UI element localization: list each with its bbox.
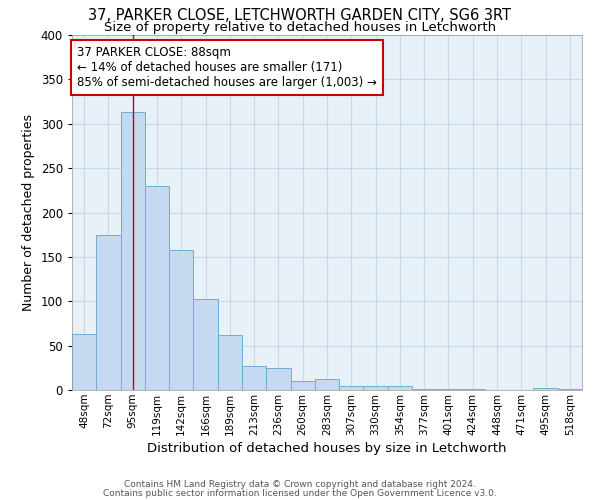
Bar [364,386,388,390]
Bar [96,234,121,390]
Bar [266,368,290,390]
Bar [145,186,169,390]
Bar [72,334,96,390]
Text: Contains HM Land Registry data © Crown copyright and database right 2024.: Contains HM Land Registry data © Crown c… [124,480,476,489]
Bar [218,335,242,390]
Bar [412,389,436,390]
Bar [339,386,364,390]
Bar [388,386,412,390]
Y-axis label: Number of detached properties: Number of detached properties [22,114,35,311]
Text: Size of property relative to detached houses in Letchworth: Size of property relative to detached ho… [104,21,496,34]
Bar [461,389,485,390]
Bar [315,380,339,390]
Bar [121,112,145,390]
Bar [169,250,193,390]
Bar [436,389,461,390]
Text: 37 PARKER CLOSE: 88sqm
← 14% of detached houses are smaller (171)
85% of semi-de: 37 PARKER CLOSE: 88sqm ← 14% of detached… [77,46,377,88]
Bar [558,389,582,390]
X-axis label: Distribution of detached houses by size in Letchworth: Distribution of detached houses by size … [147,442,507,455]
Bar [290,381,315,390]
Text: Contains public sector information licensed under the Open Government Licence v3: Contains public sector information licen… [103,488,497,498]
Bar [533,388,558,390]
Text: 37, PARKER CLOSE, LETCHWORTH GARDEN CITY, SG6 3RT: 37, PARKER CLOSE, LETCHWORTH GARDEN CITY… [89,8,511,22]
Bar [193,298,218,390]
Bar [242,366,266,390]
